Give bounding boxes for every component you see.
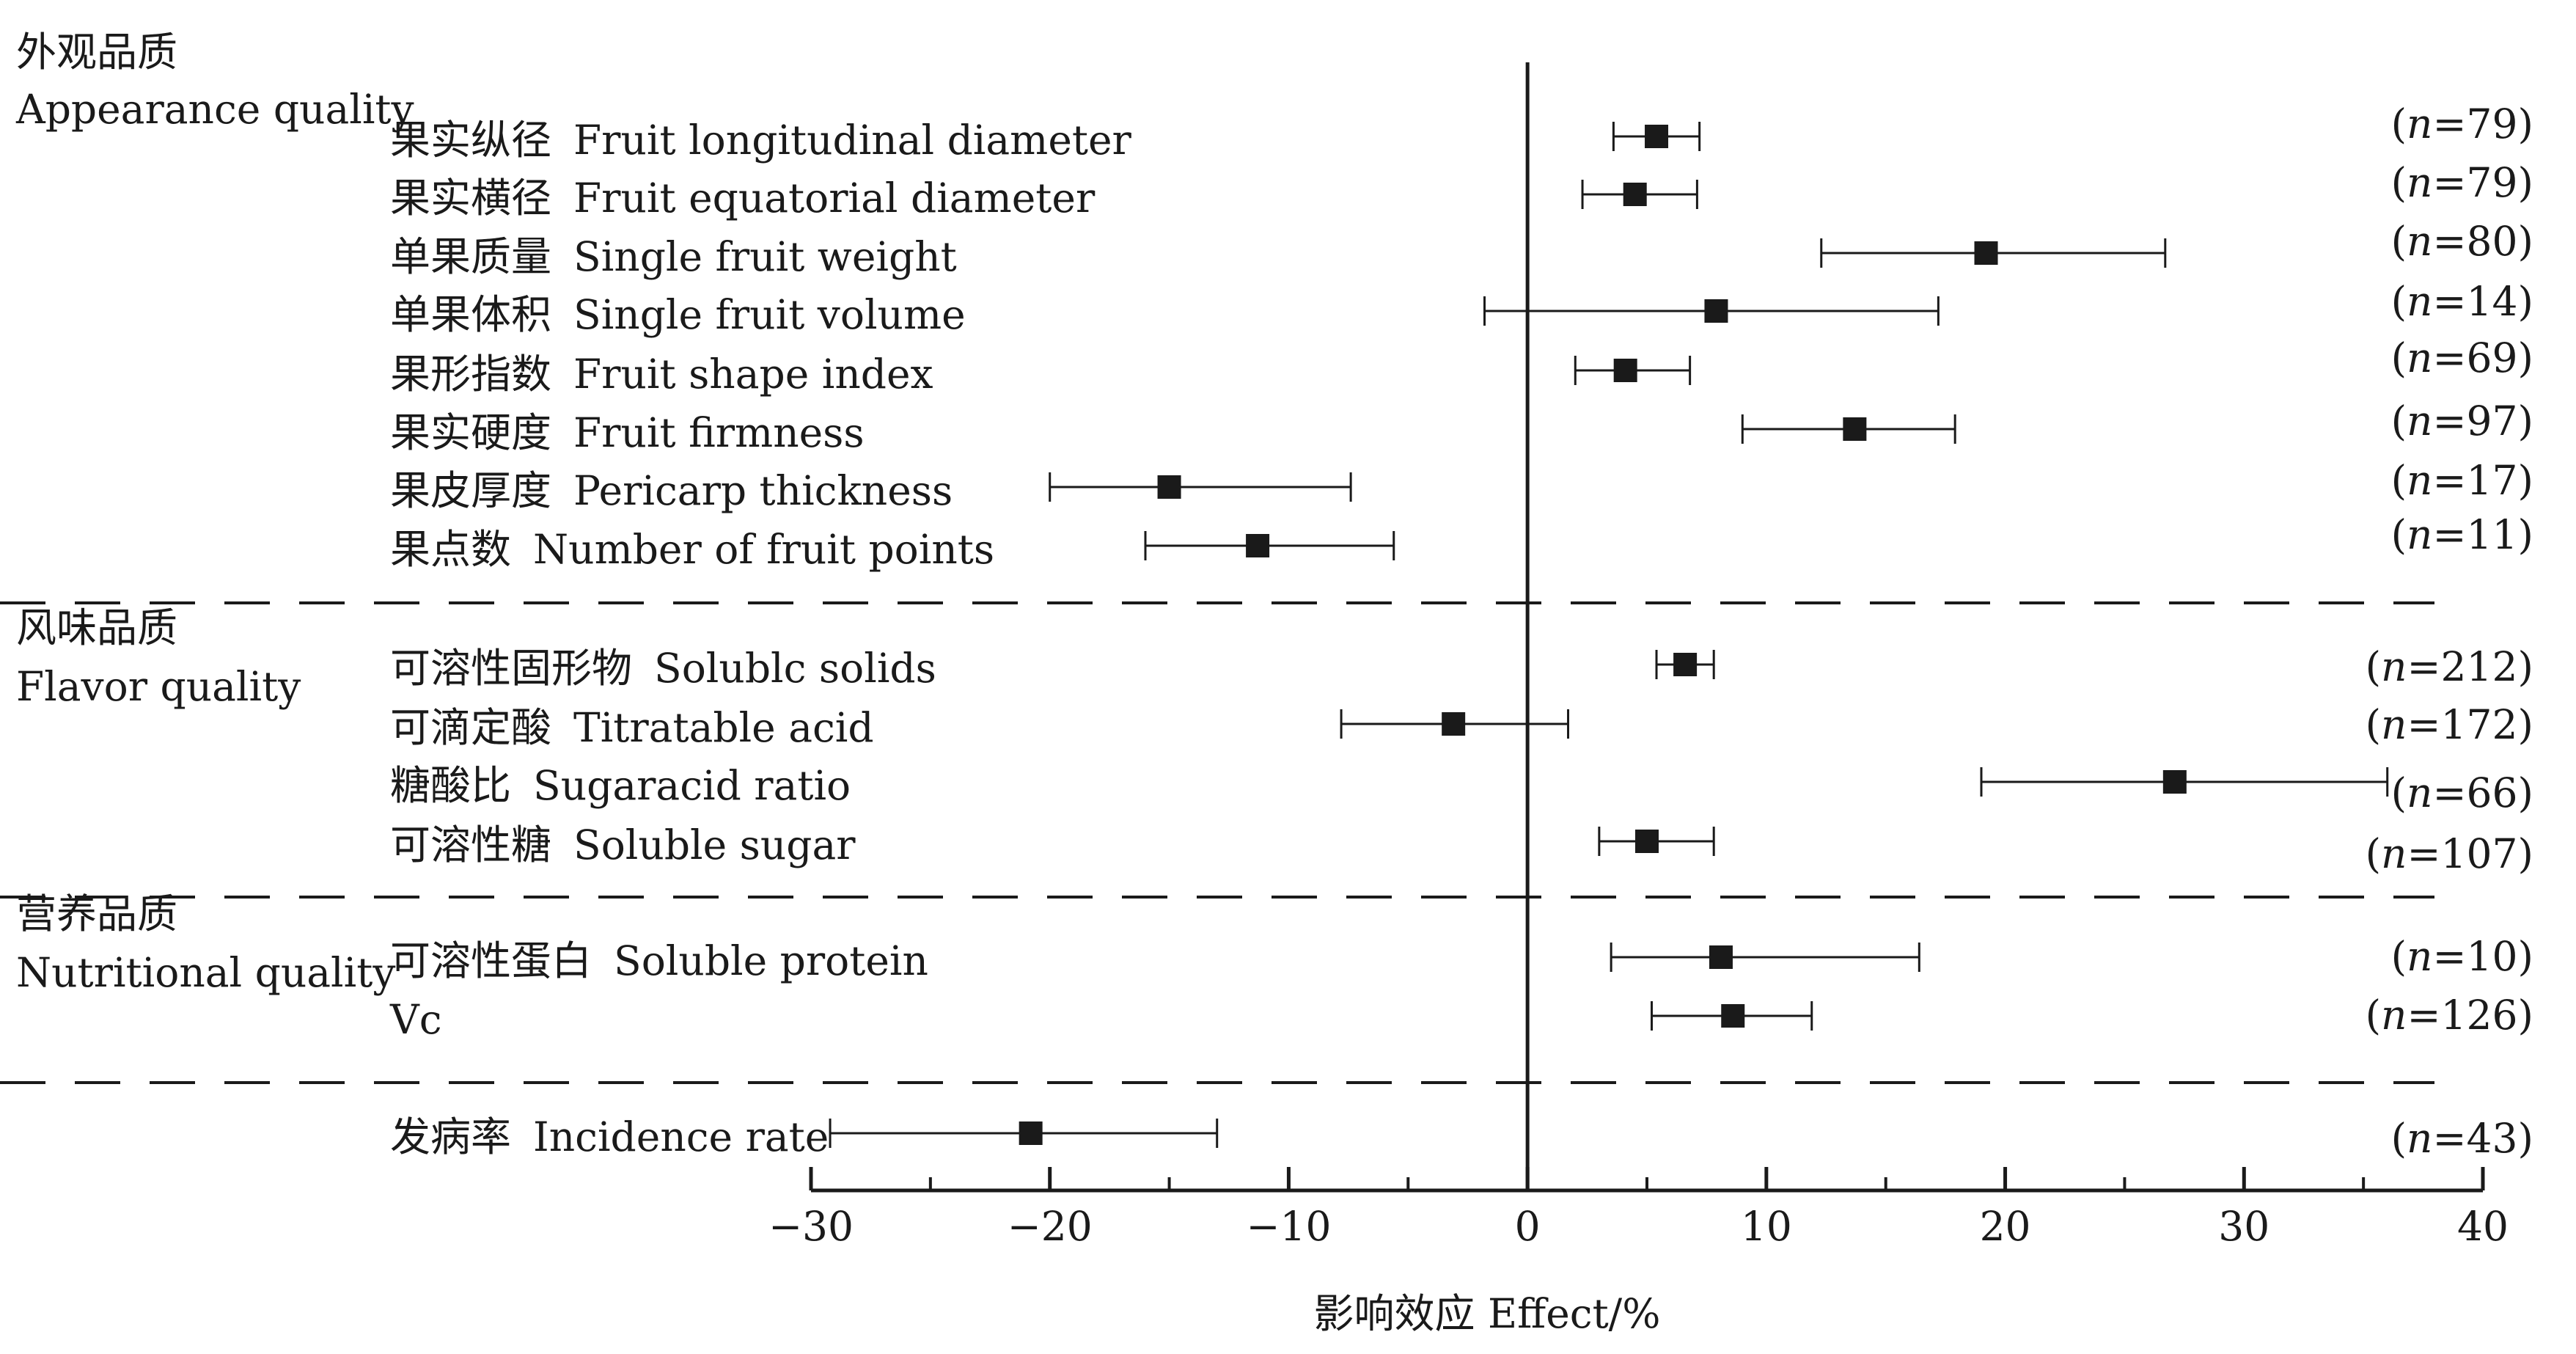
row-label-en: Fruit equatorial diameter [573, 175, 1096, 222]
row-label-en: Soluble sugar [573, 821, 856, 868]
x-tick-label: 10 [1741, 1203, 1792, 1250]
row-label-en: Number of fruit points [533, 526, 994, 573]
effect-marker [1704, 299, 1728, 323]
row-label: Vc [389, 996, 442, 1043]
row-label: 可滴定酸 Titratable acid [390, 704, 874, 751]
row-label: 果形指数 Fruit shape index [390, 351, 933, 398]
effect-marker [1442, 712, 1466, 736]
row-label-en: Sugaracid ratio [533, 762, 851, 809]
row-label-cn: 单果体积 [390, 291, 551, 338]
sample-size-labels: (n=79) (n=79) (n=80) (n=14) (n=69) (n=97) (n=1… [2366, 100, 2533, 1162]
sample-size-label: (n=97) [2391, 398, 2533, 444]
sample-size-label: (n=43) [2391, 1115, 2533, 1162]
effect-marker [1673, 653, 1698, 676]
group-label-cn: 外观品质 [16, 29, 177, 76]
effect-marker [1157, 475, 1181, 499]
sample-size-label: (n=10) [2391, 933, 2533, 980]
row-label-en: Single fruit weight [573, 233, 957, 280]
row-label: 发病率 Incidence rate [390, 1113, 829, 1160]
effect-marker [1843, 417, 1867, 441]
row-label-en: Pericarp thickness [573, 467, 953, 514]
effect-marker [1019, 1121, 1043, 1145]
group-label-cn: 风味品质 [16, 604, 177, 651]
sample-size-label: (n=69) [2391, 334, 2533, 381]
row-label-cn: 可滴定酸 [390, 704, 551, 751]
group-label-en: Flavor quality [16, 663, 301, 710]
row-label: 果实纵径 Fruit longitudinal diameter [390, 117, 1132, 164]
row-label-cn: 果实硬度 [390, 409, 551, 456]
x-tick-label: −20 [1008, 1203, 1093, 1250]
effect-marker [1635, 830, 1659, 853]
effect-marker [1974, 241, 1998, 265]
effect-marker [1645, 125, 1669, 148]
sample-size-label: (n=14) [2391, 278, 2533, 325]
group-label-en: Appearance quality [15, 86, 414, 133]
row-label-en: Titratable acid [573, 704, 874, 751]
x-tick-label: 20 [1980, 1203, 2031, 1250]
x-tick-label: 0 [1515, 1203, 1541, 1250]
row-label: 可溶性蛋白 Soluble protein [390, 937, 928, 984]
row-label-cn: 糖酸比 [390, 762, 511, 809]
effect-marker [1613, 359, 1637, 382]
effect-marker [1246, 534, 1270, 557]
row-label: 果皮厚度 Pericarp thickness [390, 467, 953, 514]
row-label-cn: 可溶性蛋白 [390, 937, 592, 984]
row-label-cn: 单果质量 [390, 233, 551, 280]
row-label-cn: 果实纵径 [390, 117, 551, 164]
row-label-cn: 果实横径 [390, 175, 551, 222]
row-label-en: Fruit firmness [573, 409, 865, 456]
row-label: 单果体积 Single fruit volume [390, 291, 966, 338]
row-label: 可溶性糖 Soluble sugar [390, 821, 856, 868]
sample-size-label: (n=126) [2366, 992, 2533, 1039]
sample-size-label: (n=79) [2391, 159, 2533, 206]
x-tick-label: −10 [1246, 1203, 1331, 1250]
sample-size-label: (n=107) [2366, 830, 2533, 877]
row-label-en: Single fruit volume [573, 291, 966, 338]
row-label: 果实横径 Fruit equatorial diameter [390, 175, 1096, 222]
row-label-cn: 果点数 [390, 526, 511, 573]
effect-marker [2162, 770, 2187, 794]
row-label: 果实硬度 Fruit firmness [390, 409, 865, 456]
row-label-en: Incidence rate [533, 1113, 829, 1160]
sample-size-label: (n=66) [2391, 769, 2533, 816]
row-label-en: Fruit longitudinal diameter [573, 117, 1132, 164]
x-axis: −30 −20 −10 0 10 20 30 40 影响效应 Effect/% [768, 1167, 2509, 1337]
sample-size-label: (n=79) [2391, 100, 2533, 147]
row-label-en: Soluble protein [614, 937, 928, 984]
sample-size-label: (n=17) [2391, 457, 2533, 504]
row-label: 果点数 Number of fruit points [390, 526, 994, 573]
row-label-en: Vc [389, 996, 442, 1043]
row-label: 糖酸比 Sugaracid ratio [390, 762, 851, 809]
sample-size-label: (n=11) [2391, 511, 2533, 558]
sample-size-label: (n=212) [2366, 643, 2533, 690]
row-label-en: Fruit shape index [573, 351, 933, 398]
group-label-cn: 营养品质 [16, 890, 177, 937]
effect-marker [1721, 1004, 1745, 1028]
effect-marker [1623, 183, 1647, 206]
x-tick-label: 30 [2218, 1203, 2269, 1250]
group-dividers [0, 601, 2434, 1084]
row-label-cn: 果形指数 [390, 351, 551, 398]
row-label: 可溶性固形物 Solublc solids [390, 645, 936, 692]
row-label-en: Solublc solids [654, 645, 936, 692]
effect-marks [829, 122, 2389, 1148]
x-axis-title: 影响效应 Effect/% [1314, 1290, 1661, 1337]
x-tick-label: 40 [2457, 1203, 2509, 1250]
row-label: 单果质量 Single fruit weight [390, 233, 957, 280]
group-label-en: Nutritional quality [16, 949, 395, 996]
row-label-cn: 果皮厚度 [390, 467, 551, 514]
row-label-cn: 可溶性糖 [390, 821, 551, 868]
sample-size-label: (n=80) [2391, 218, 2533, 265]
x-tick-label: −30 [768, 1203, 854, 1250]
row-label-cn: 可溶性固形物 [390, 645, 632, 692]
sample-size-label: (n=172) [2366, 701, 2533, 748]
effect-marker [1709, 945, 1733, 969]
row-label-cn: 发病率 [390, 1113, 511, 1160]
